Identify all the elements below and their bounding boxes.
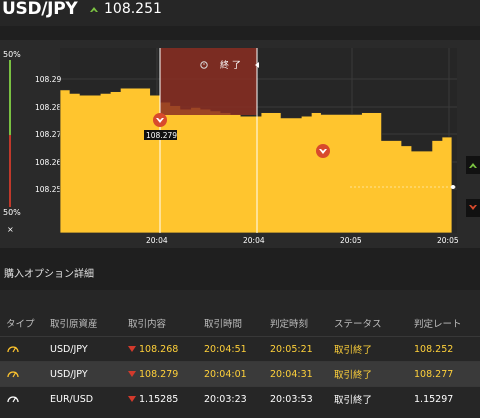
result-rate-cell: 1.15297 (414, 386, 480, 411)
x-tick-label: 20:05 (437, 236, 459, 245)
time-cell: 20:04:51 (204, 336, 270, 362)
y-tick-label: 108.25 (35, 185, 61, 194)
table-row[interactable]: EUR/USD 1.15285 20:03:23 20:03:53 取引終了 1… (0, 386, 480, 411)
down-arrow-icon (128, 396, 136, 402)
expired-clock-icon (200, 61, 208, 69)
scale-down-bar (9, 135, 11, 207)
top-bar: USD/JPY 108.251 (0, 0, 480, 26)
expired-pointer-icon (255, 62, 259, 68)
column-header: 判定時刻 (270, 319, 309, 330)
asset-cell: EUR/USD (50, 386, 128, 411)
gauge-icon (0, 336, 50, 362)
judge-time-cell: 20:04:31 (270, 361, 334, 387)
x-tick-label: 20:04 (243, 236, 265, 245)
close-scale-icon[interactable]: × (7, 225, 14, 234)
column-header: 取引内容 (128, 319, 167, 330)
column-header: 取引時間 (204, 319, 243, 330)
y-tick-label: 108.28 (35, 103, 61, 112)
rate-cell: 108.268 (128, 336, 204, 362)
current-price: 108.251 (104, 1, 162, 17)
expired-label: 終 了 (220, 59, 241, 71)
column-header: ステータス (334, 319, 382, 330)
price-chart[interactable]: 50% 50% × 108.29 108.28 108.27 108.26 10… (0, 40, 480, 248)
trend-up-icon (90, 7, 98, 12)
expired-option-window (160, 48, 257, 115)
time-cell: 20:03:23 (204, 386, 270, 411)
y-tick-label: 108.26 (35, 158, 61, 167)
section-title: 購入オプション詳細 (4, 269, 94, 280)
y-tick-label: 108.29 (35, 75, 61, 84)
entry-price-tag (144, 130, 177, 140)
asset-cell: USD/JPY (50, 361, 128, 387)
arrow-down-icon (469, 205, 477, 210)
option-history-table: タイプ 取引原資産 取引内容 取引時間 判定時刻 ステータス 判定レート USD… (0, 310, 480, 411)
time-cell: 20:04:01 (204, 361, 270, 387)
price-chart-panel: 50% 50% × 108.29 108.28 108.27 108.26 10… (0, 40, 480, 248)
gauge-icon (0, 361, 50, 387)
currency-pair-title: USD/JPY (2, 0, 78, 19)
status-cell: 取引終了 (334, 361, 414, 387)
scale-top-label: 50% (3, 50, 21, 59)
current-price-dot (451, 185, 455, 189)
judge-time-cell: 20:05:21 (270, 336, 334, 362)
table-row[interactable]: USD/JPY 108.279 20:04:01 20:04:31 取引終了 1… (0, 361, 480, 387)
column-header: タイプ (6, 319, 35, 330)
y-tick-label: 108.27 (35, 130, 61, 139)
gauge-icon (0, 386, 50, 411)
scale-up-bar (9, 60, 11, 135)
arrow-up-icon (469, 163, 477, 168)
rate-cell: 108.279 (128, 361, 204, 387)
table-row[interactable]: USD/JPY 108.268 20:04:51 20:05:21 取引終了 1… (0, 336, 480, 362)
x-tick-label: 20:04 (146, 236, 168, 245)
x-tick-label: 20:05 (340, 236, 362, 245)
scale-bottom-label: 50% (3, 208, 21, 217)
down-arrow-icon (128, 371, 136, 377)
option-history-panel: タイプ 取引原資産 取引内容 取引時間 判定時刻 ステータス 判定レート USD… (0, 290, 480, 418)
column-header: 取引原資産 (50, 319, 98, 330)
judge-time-cell: 20:03:53 (270, 386, 334, 411)
result-rate-cell: 108.252 (414, 336, 480, 362)
rate-cell: 1.15285 (128, 386, 204, 411)
down-arrow-icon (128, 346, 136, 352)
asset-cell: USD/JPY (50, 336, 128, 362)
sell-entry-marker[interactable] (316, 144, 330, 158)
entry-price-label: 108.279 (146, 131, 177, 140)
status-cell: 取引終了 (334, 386, 414, 411)
sell-entry-marker[interactable] (153, 113, 167, 127)
status-cell: 取引終了 (334, 336, 414, 362)
column-header: 判定レート (414, 319, 462, 330)
result-rate-cell: 108.277 (414, 361, 480, 387)
